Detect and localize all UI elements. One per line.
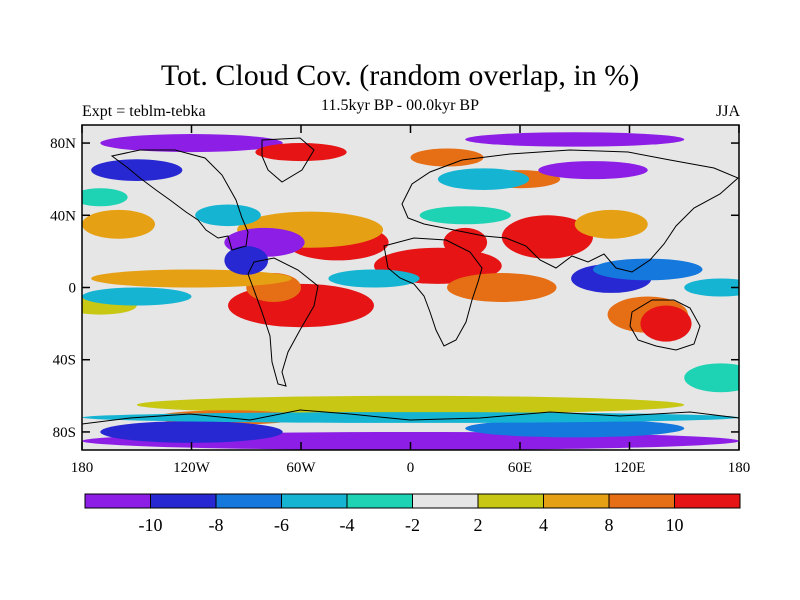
colorbar-swatch-1 — [150, 493, 217, 509]
colorbar-swatch-0 — [84, 493, 151, 509]
colorbar-label: -2 — [405, 515, 420, 535]
colorbar-swatch-9 — [674, 493, 741, 509]
colorbar-label: -4 — [340, 515, 355, 535]
anomaly-region-38 — [684, 363, 739, 393]
y-tick-label: 80S — [53, 425, 76, 441]
coastline-south-america — [247, 257, 319, 387]
anomaly-region-34 — [255, 143, 347, 162]
anomaly-region-23 — [82, 287, 192, 306]
anomaly-region-33 — [465, 132, 685, 147]
anomaly-region-21 — [593, 258, 703, 281]
anomaly-region-25 — [437, 168, 530, 191]
coastlines — [82, 137, 739, 425]
y-tick-label: 40N — [50, 208, 76, 224]
x-tick-label: 0 — [407, 460, 415, 476]
anomaly-region-37 — [82, 188, 128, 207]
anomaly-region-26 — [91, 159, 183, 181]
anomaly-region-11 — [82, 209, 155, 239]
colorbar: -10 -8 -6 -4 -2 2 4 8 10 — [84, 493, 741, 535]
y-axis: 80N 40N 0 40S 80S — [50, 136, 739, 441]
season-label: JJA — [715, 103, 740, 120]
anomaly-region-6 — [501, 215, 593, 259]
colorbar-swatch-6 — [477, 493, 544, 509]
anomaly-region-22 — [684, 278, 739, 297]
x-tick-label: 180 — [728, 460, 751, 476]
coastline-africa — [383, 237, 483, 347]
coastline-north-america — [110, 149, 249, 251]
anomaly-region-30 — [465, 419, 685, 438]
x-tick-label: 120W — [173, 460, 211, 476]
anomaly-region-29 — [100, 421, 283, 443]
anomaly-region-31 — [82, 412, 739, 423]
anomaly-region-7 — [574, 209, 648, 239]
anomaly-region-32 — [100, 134, 283, 153]
colorbar-label: -6 — [274, 515, 289, 535]
colorbar-swatch-7 — [543, 493, 610, 509]
coastline-greenland — [261, 137, 315, 183]
colorbar-swatch-5 — [412, 493, 479, 509]
anomaly-region-35 — [410, 148, 484, 167]
anomaly-region-12 — [91, 269, 292, 288]
colorbar-label: -10 — [139, 515, 163, 535]
anomaly-fields — [82, 132, 739, 450]
anomaly-region-8 — [447, 273, 557, 302]
chart-subtitle: 11.5kyr BP - 00.0kyr BP — [321, 97, 479, 114]
anomaly-region-19 — [195, 204, 261, 227]
x-tick-label: 120E — [614, 460, 646, 476]
colorbar-label: -8 — [209, 515, 224, 535]
x-axis: 180 120W 60W 0 60E 120E 180 — [71, 125, 751, 476]
anomaly-region-36 — [419, 206, 511, 225]
anomaly-region-13 — [136, 395, 685, 414]
colorbar-swatch-3 — [281, 493, 348, 509]
anomaly-region-10 — [640, 305, 692, 342]
x-tick-label: 180 — [71, 460, 94, 476]
colorbar-swatch-4 — [346, 493, 413, 509]
y-tick-label: 0 — [69, 281, 77, 297]
anomaly-region-5 — [443, 227, 488, 257]
x-tick-label: 60E — [508, 460, 532, 476]
colorbar-swatch-2 — [215, 493, 282, 509]
colorbar-swatch-8 — [608, 493, 675, 509]
y-tick-label: 40S — [53, 353, 76, 369]
anomaly-region-27 — [538, 161, 648, 180]
colorbar-label: 10 — [666, 515, 684, 535]
chart-title: Tot. Cloud Cov. (random overlap, in %) — [160, 59, 640, 92]
colorbar-label: 4 — [539, 515, 548, 535]
colorbar-label: 2 — [474, 515, 483, 535]
map-area — [81, 124, 740, 451]
experiment-label: Expt = teblm-tebka — [82, 103, 206, 120]
y-tick-label: 80N — [50, 136, 76, 152]
coastline-antarctica — [82, 409, 739, 425]
anomaly-region-18 — [224, 245, 269, 275]
coastline-australia — [629, 299, 701, 351]
anomaly-region-24 — [328, 269, 420, 288]
x-tick-label: 60W — [286, 460, 316, 476]
coastline-eurasia — [401, 149, 739, 273]
colorbar-label: 8 — [605, 515, 614, 535]
